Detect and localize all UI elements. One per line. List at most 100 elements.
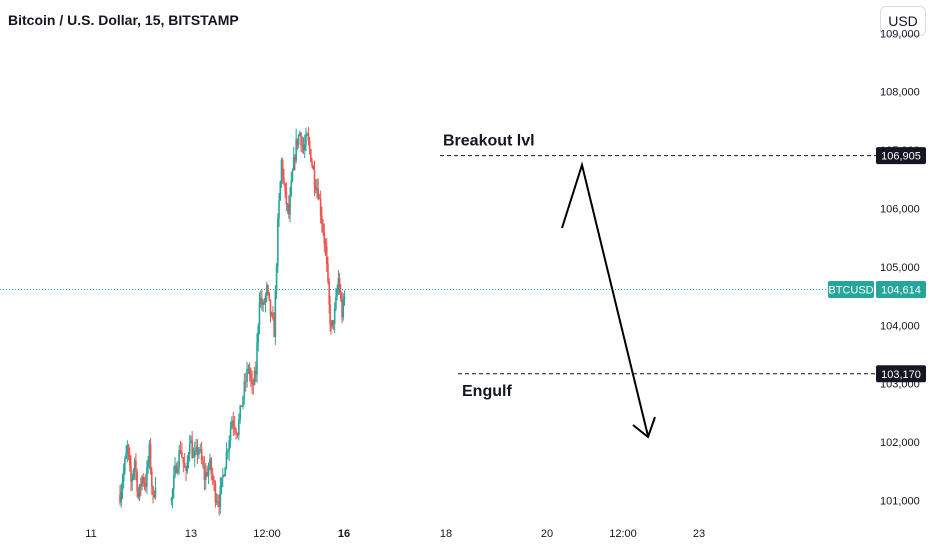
- candle: [218, 494, 220, 516]
- candle: [182, 457, 185, 473]
- engulf-annotation[interactable]: Engulf: [462, 383, 512, 400]
- candle-body: [175, 465, 178, 473]
- candle: [248, 362, 251, 382]
- candle-body: [314, 186, 317, 191]
- candle-body: [122, 470, 125, 482]
- candle-body: [143, 482, 146, 484]
- candle: [122, 463, 125, 489]
- candle-body: [324, 243, 327, 247]
- candle-body: [321, 215, 323, 225]
- candle-body: [267, 285, 269, 293]
- candle-body: [273, 318, 275, 337]
- candle: [239, 404, 241, 424]
- candle: [267, 284, 269, 296]
- candle: [333, 302, 336, 334]
- candle-body: [253, 370, 256, 385]
- candle: [141, 475, 143, 491]
- candle-body: [190, 440, 192, 444]
- candle: [332, 320, 335, 331]
- candle-body: [147, 461, 149, 467]
- candle: [285, 182, 288, 212]
- candle: [302, 137, 305, 155]
- candle: [135, 453, 137, 481]
- candle: [177, 460, 179, 476]
- candle-body: [214, 483, 217, 502]
- candle: [336, 284, 338, 301]
- candle: [279, 180, 282, 201]
- candle-body: [318, 198, 321, 200]
- candle-body: [179, 450, 182, 452]
- candle-body: [119, 494, 121, 503]
- candle: [281, 157, 284, 184]
- candle-body: [177, 467, 179, 473]
- candle-body: [244, 381, 247, 383]
- candle-body: [224, 467, 227, 477]
- candle: [202, 456, 204, 469]
- price-tag-engulf-level: 103,170: [876, 365, 926, 383]
- candle: [131, 473, 134, 491]
- candle-body: [193, 450, 196, 457]
- candle: [327, 256, 329, 285]
- candle: [204, 463, 207, 490]
- candle: [240, 405, 243, 408]
- candle: [256, 333, 258, 383]
- candle: [273, 311, 275, 338]
- candle: [280, 157, 283, 188]
- candle-body: [171, 489, 174, 499]
- candle: [328, 277, 330, 314]
- candle: [331, 319, 334, 329]
- candle: [120, 483, 123, 508]
- candle: [217, 494, 219, 508]
- candle-body: [153, 494, 156, 498]
- projection-arrow[interactable]: [561, 161, 656, 439]
- candle: [143, 476, 146, 491]
- candle: [196, 439, 199, 464]
- candle: [310, 148, 312, 163]
- candle-body: [252, 383, 255, 385]
- candle: [215, 493, 218, 505]
- candle: [329, 295, 331, 332]
- candle-body: [135, 460, 137, 472]
- candle: [244, 372, 247, 392]
- candle: [133, 457, 136, 480]
- candle: [246, 361, 248, 388]
- candle-body: [288, 203, 290, 215]
- candle-body: [262, 302, 264, 305]
- candle: [264, 292, 267, 313]
- candle: [238, 413, 240, 441]
- svg-text:103,170: 103,170: [881, 369, 921, 381]
- breakout-annotation[interactable]: Breakout lvl: [443, 133, 535, 150]
- candle-body: [239, 405, 241, 420]
- candle-body: [333, 308, 336, 325]
- currency-button[interactable]: USD: [880, 6, 926, 36]
- candle: [149, 438, 152, 475]
- candle-body: [284, 183, 286, 191]
- candle: [188, 434, 191, 462]
- candle: [253, 366, 256, 386]
- candle-body: [124, 458, 126, 471]
- candle-body: [210, 458, 213, 474]
- candle: [318, 193, 321, 200]
- candle: [337, 270, 340, 295]
- candle: [251, 370, 253, 395]
- candle-body: [274, 291, 277, 337]
- candle-body: [286, 203, 289, 205]
- candle: [119, 484, 121, 506]
- candle: [128, 447, 131, 472]
- candle-body: [217, 501, 219, 503]
- x-tick-label: 13: [185, 528, 197, 540]
- candle: [233, 416, 236, 436]
- candle: [263, 297, 266, 305]
- candle: [243, 373, 246, 405]
- candle: [262, 299, 264, 312]
- candle: [338, 272, 341, 295]
- candle: [214, 480, 217, 508]
- candle-body: [130, 464, 132, 482]
- candle: [295, 128, 297, 164]
- candle-body: [131, 477, 134, 482]
- candle: [278, 193, 280, 227]
- candle-body: [292, 156, 295, 171]
- candle-body: [196, 446, 199, 455]
- candle-body: [342, 299, 345, 318]
